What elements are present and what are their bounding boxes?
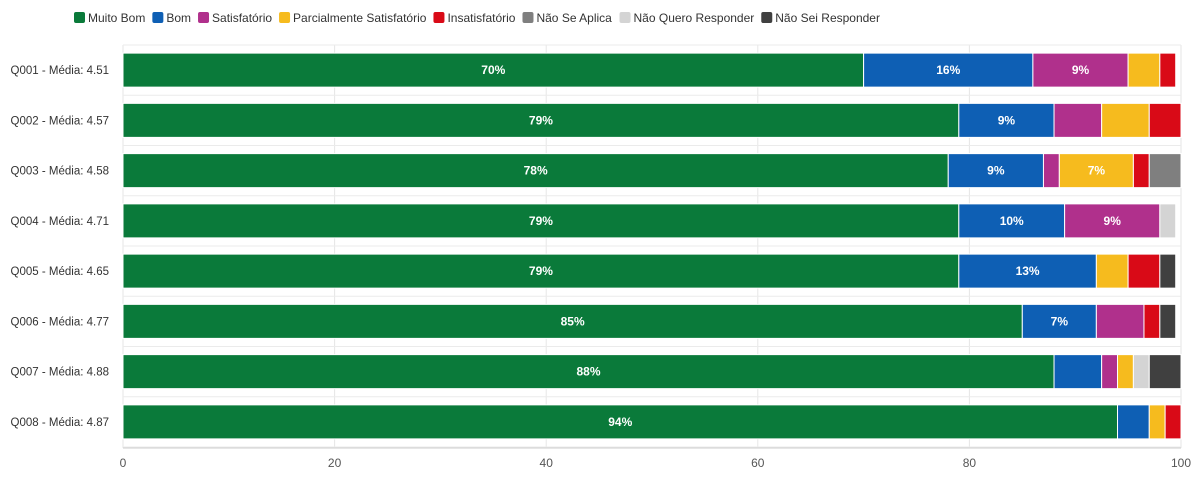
legend-swatch-5 [522, 12, 534, 23]
legend-item-6: Não Quero Responder [634, 11, 755, 25]
bar-0-3 [1127, 52, 1161, 88]
bar-2-3 [1058, 153, 1134, 189]
bar-7-4 [1164, 404, 1182, 440]
legend-item-2: Satisfatório [212, 11, 272, 25]
legend-item-4: Insatisfatório [447, 11, 515, 25]
bar-5-4 [1143, 303, 1161, 339]
bar-0-2 [1032, 52, 1129, 88]
data-label-0: 70% [481, 63, 505, 77]
bar-7-1 [1117, 404, 1150, 440]
bar-5-7 [1159, 303, 1177, 339]
bar-1-3 [1101, 102, 1150, 138]
x-tick-label-5: 100 [1171, 456, 1191, 470]
legend-item-1: Bom [166, 11, 191, 25]
bar-5-0 [122, 303, 1023, 339]
category-label-2: Q003 - Média: 4.58 [11, 166, 109, 178]
data-label-4: 9% [998, 113, 1016, 127]
bar-5-2 [1095, 303, 1145, 339]
data-label-14: 7% [1051, 314, 1069, 328]
data-label-13: 85% [561, 314, 585, 328]
legend-swatch-6 [619, 12, 631, 23]
category-label-3: Q004 - Média: 4.71 [11, 216, 109, 228]
data-label-9: 10% [1000, 214, 1024, 228]
x-tick-label-3: 60 [751, 456, 765, 470]
bar-6-7 [1148, 354, 1182, 390]
legend: Muito Bom Bom Satisfatório Parcialmente Sat… [74, 11, 880, 25]
bar-6-6 [1132, 354, 1150, 390]
legend-swatch-2 [198, 12, 210, 23]
data-label-5: 78% [524, 164, 548, 178]
x-axis: 0 20 40 60 80 100 [120, 447, 1191, 470]
legend-swatch-7 [761, 12, 773, 23]
legend-swatch-3 [279, 12, 291, 23]
bar-3-2 [1064, 203, 1161, 239]
bar-6-0 [122, 354, 1055, 390]
data-label-1: 16% [936, 63, 960, 77]
x-tick-label-0: 0 [120, 456, 127, 470]
x-tick-label-1: 20 [328, 456, 342, 470]
data-label-8: 79% [529, 214, 553, 228]
bar-3-6 [1159, 203, 1177, 239]
data-label-11: 79% [529, 264, 553, 278]
x-tick-label-4: 80 [963, 456, 977, 470]
bars [122, 52, 1182, 440]
category-labels: Q001 - Média: 4.51 Q002 - Média: 4.57 Q003… [11, 65, 109, 429]
data-label-16: 94% [608, 415, 632, 429]
data-label-12: 13% [1016, 264, 1040, 278]
bar-6-2 [1101, 354, 1119, 390]
legend-item-3: Parcialmente Satisfatório [293, 11, 427, 25]
bar-1-2 [1053, 102, 1103, 138]
data-label-7: 7% [1088, 164, 1106, 178]
bar-4-1 [958, 253, 1097, 289]
legend-item-7: Não Sei Responder [775, 11, 880, 25]
category-label-7: Q008 - Média: 4.87 [11, 417, 109, 429]
legend-item-5: Não Se Aplica [536, 11, 612, 25]
bar-2-5 [1148, 153, 1182, 189]
bar-4-3 [1095, 253, 1129, 289]
bar-4-0 [122, 253, 960, 289]
bar-7-0 [122, 404, 1119, 440]
data-label-3: 79% [529, 113, 553, 127]
bar-2-4 [1132, 153, 1150, 189]
category-label-4: Q005 - Média: 4.65 [11, 266, 109, 278]
bar-2-2 [1042, 153, 1060, 189]
bar-3-1 [958, 203, 1066, 239]
category-label-0: Q001 - Média: 4.51 [11, 65, 109, 77]
category-label-1: Q002 - Média: 4.57 [11, 115, 109, 127]
category-label-5: Q006 - Média: 4.77 [11, 316, 109, 328]
bar-2-0 [122, 153, 949, 189]
legend-swatch-0 [74, 12, 85, 23]
data-label-6: 9% [987, 164, 1005, 178]
legend-swatch-4 [433, 12, 445, 23]
data-label-2: 9% [1072, 63, 1090, 77]
bar-1-1 [958, 102, 1055, 138]
bar-4-7 [1159, 253, 1177, 289]
data-label-15: 88% [577, 365, 601, 379]
legend-swatch-1 [152, 12, 164, 23]
bar-1-4 [1148, 102, 1182, 138]
data-label-10: 9% [1104, 214, 1122, 228]
x-tick-label-2: 40 [540, 456, 554, 470]
bar-5-1 [1021, 303, 1097, 339]
data-labels: 70% 16% 9% 79% 9% 78% 9% 7% 79% 10% 9% 79% 13% 85% 7% 8… [481, 63, 1121, 429]
category-label-6: Q007 - Média: 4.88 [11, 367, 109, 379]
bar-3-0 [122, 203, 960, 239]
legend-item-0: Muito Bom [88, 11, 145, 25]
bar-7-3 [1148, 404, 1166, 440]
bar-6-1 [1053, 354, 1103, 390]
bar-0-4 [1159, 52, 1177, 88]
bar-4-4 [1127, 253, 1161, 289]
bar-6-3 [1117, 354, 1134, 390]
bar-0-0 [122, 52, 865, 88]
